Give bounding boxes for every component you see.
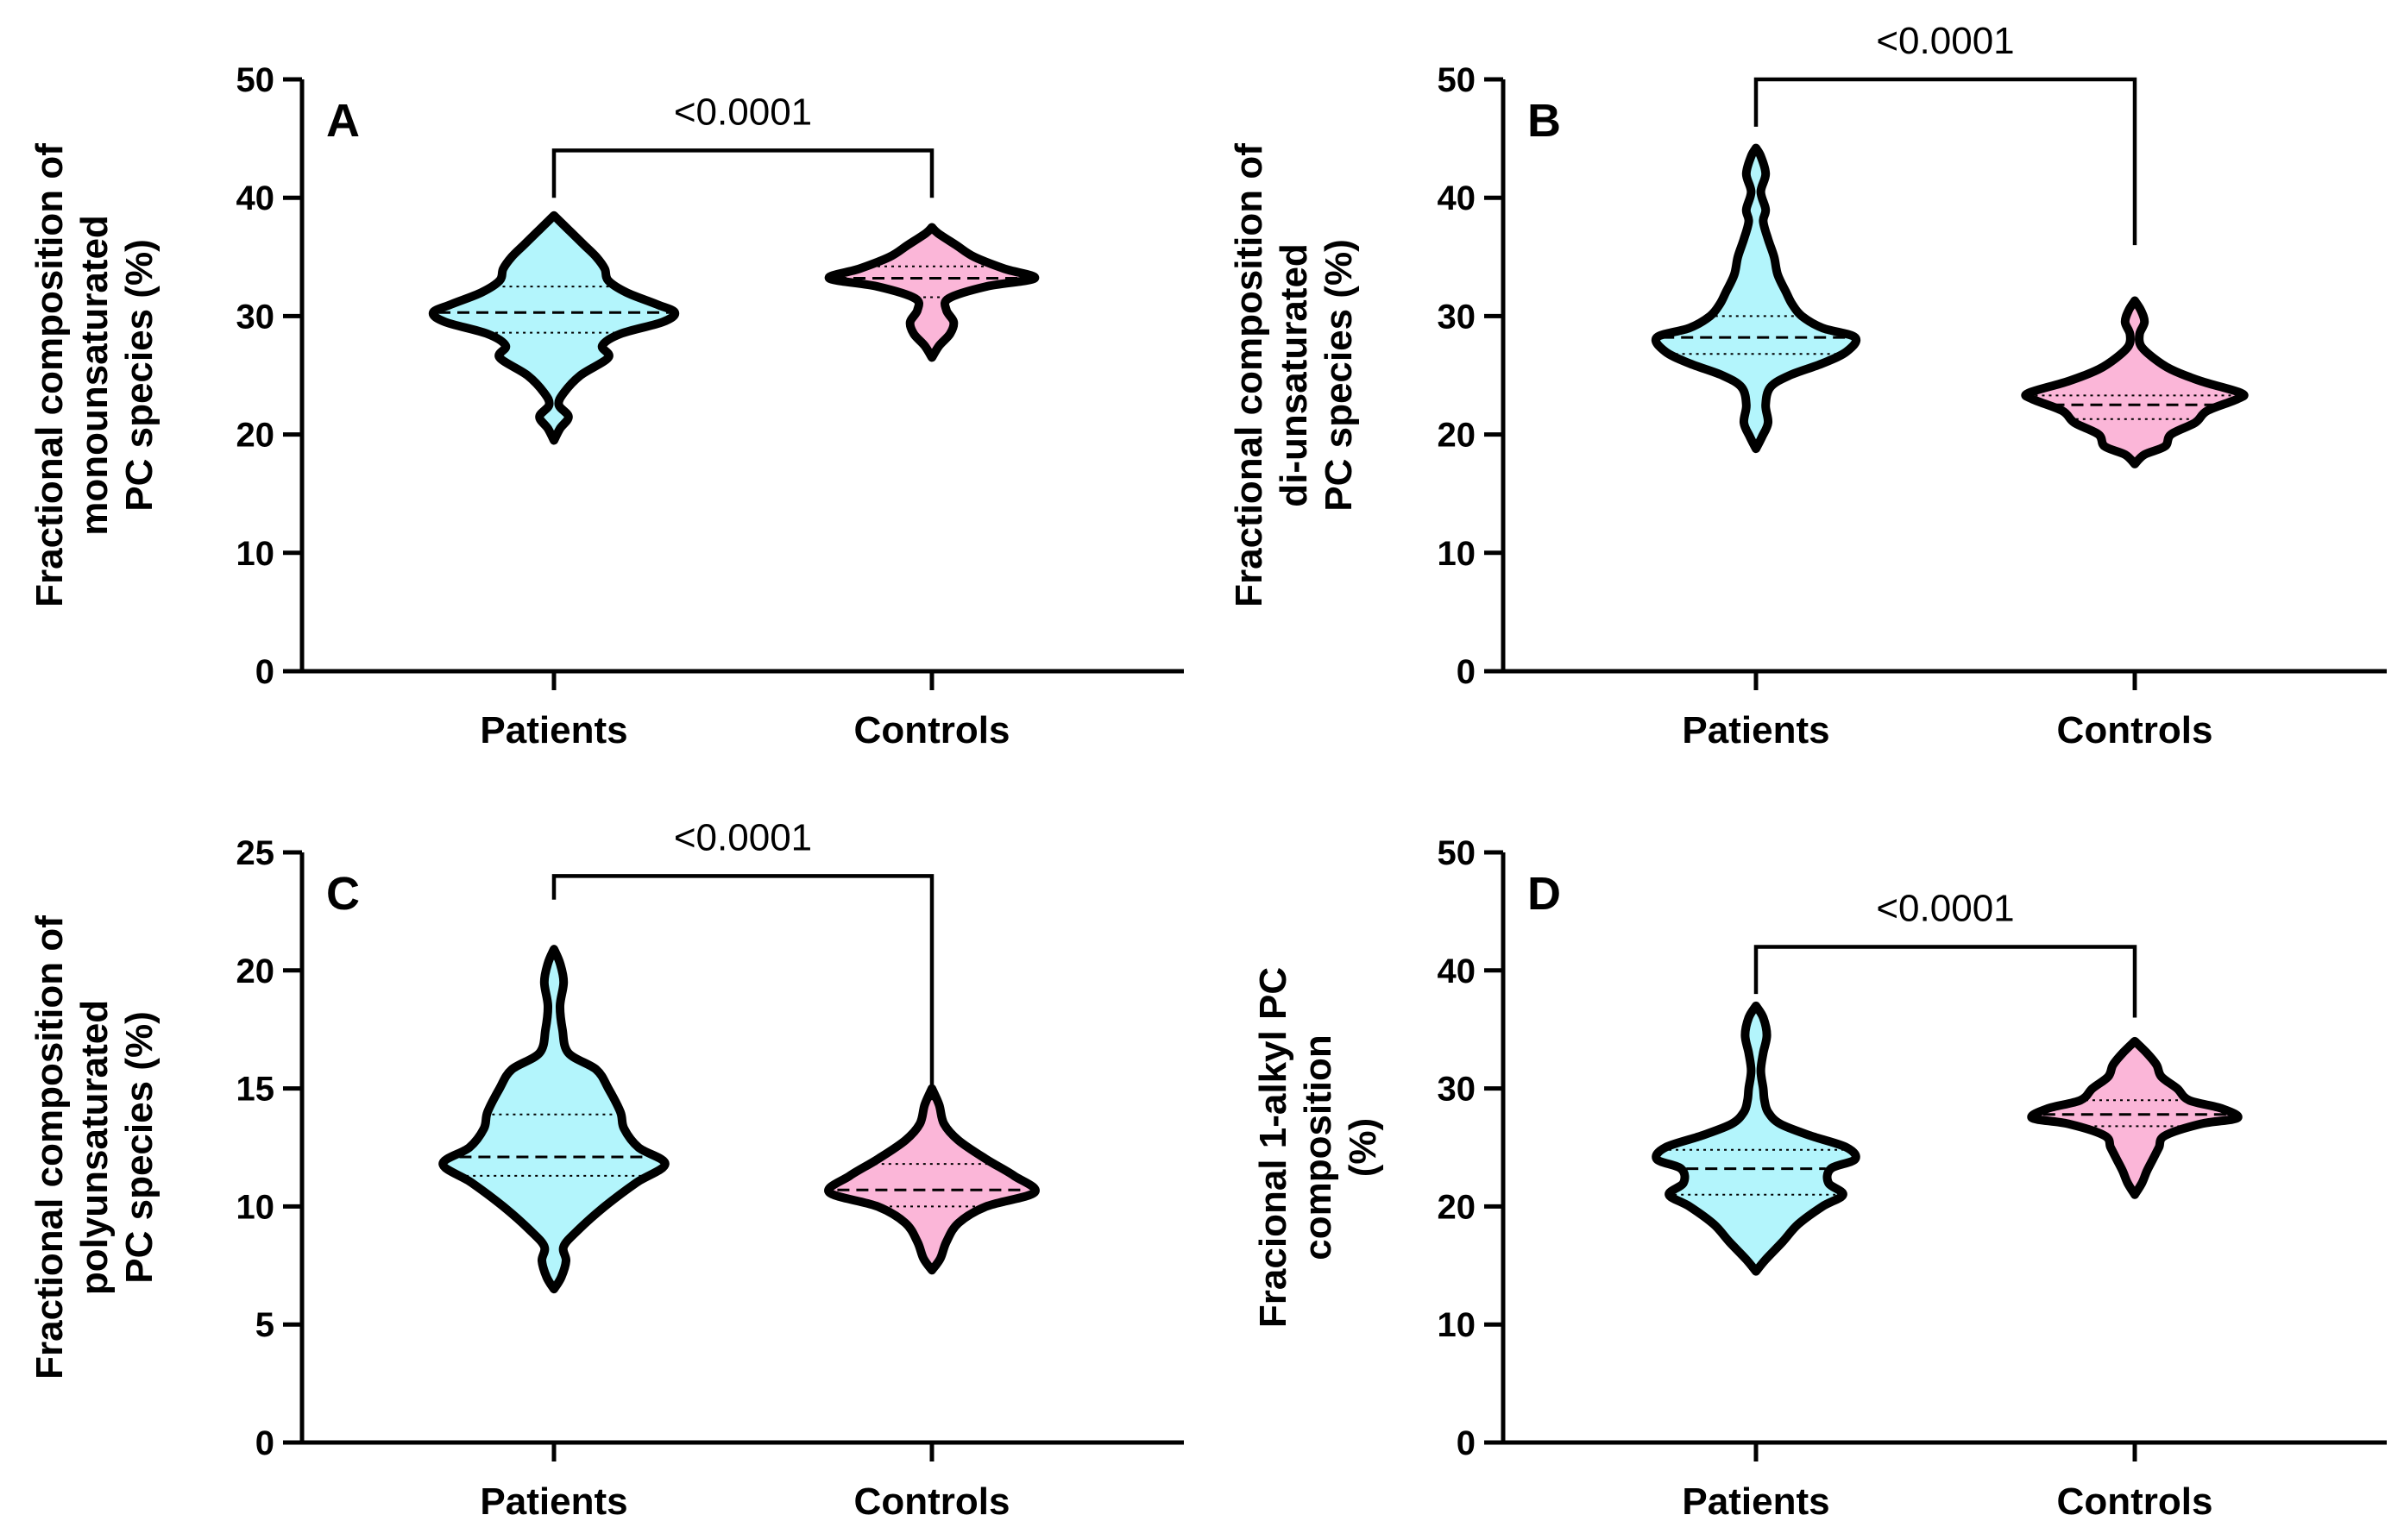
y-tick-label: 0 bbox=[255, 653, 274, 691]
panel-b: 0 10 20 30 40 50 Patients Controls Fractional co… bbox=[1228, 20, 2387, 751]
violin-patients bbox=[438, 945, 670, 1294]
y-axis-label-line: di-unsaturated bbox=[1273, 243, 1315, 507]
violin-patients bbox=[428, 211, 680, 445]
violin-patients bbox=[1652, 1001, 1860, 1276]
p-value-label: <0.0001 bbox=[1876, 20, 2014, 62]
panel-label: C bbox=[326, 868, 360, 920]
x-tick-label-patients: Patients bbox=[1682, 1480, 1829, 1523]
x-tick-label-controls: Controls bbox=[2057, 1480, 2213, 1523]
y-tick-label: 25 bbox=[236, 834, 275, 872]
x-tick-label-patients: Patients bbox=[480, 1480, 627, 1523]
violin-controls bbox=[824, 223, 1040, 362]
y-axis-label-line: Fractional composition of bbox=[1228, 143, 1270, 607]
y-tick-label: 50 bbox=[236, 61, 275, 99]
violin-controls bbox=[2027, 1036, 2243, 1199]
x-tick-label-controls: Controls bbox=[854, 1480, 1010, 1523]
y-tick-label: 5 bbox=[255, 1306, 274, 1344]
p-value-label: <0.0001 bbox=[674, 816, 812, 858]
y-tick-label: 40 bbox=[1438, 179, 1476, 217]
y-axis-label-line: (%) bbox=[1342, 1118, 1384, 1177]
y-tick-label: 10 bbox=[1438, 1306, 1476, 1344]
significance-bracket bbox=[551, 874, 935, 1101]
y-axis-label-line: PC species (%) bbox=[118, 239, 160, 511]
y-tick-label: 10 bbox=[236, 1188, 275, 1226]
y-tick-label: 30 bbox=[236, 298, 275, 336]
violin-patients bbox=[1651, 143, 1861, 454]
y-tick-label: 20 bbox=[1438, 417, 1476, 455]
y-axis-label: Fracional 1-alkyl PCcomposition(%) bbox=[1252, 967, 1384, 1328]
x-tick-label-controls: Controls bbox=[2057, 709, 2213, 751]
violin-controls bbox=[824, 1084, 1040, 1275]
y-tick-label: 0 bbox=[1457, 1424, 1476, 1462]
p-value-label: <0.0001 bbox=[1876, 887, 2014, 929]
y-tick-label: 20 bbox=[236, 952, 275, 990]
y-tick-label: 50 bbox=[1438, 834, 1476, 872]
significance-bracket bbox=[1753, 945, 2137, 1018]
panel-label: D bbox=[1527, 868, 1561, 920]
panel-c: 0 5 10 15 20 25 Patients Controls Fractional com… bbox=[28, 816, 1184, 1523]
y-tick-label: 30 bbox=[1438, 298, 1476, 336]
violin-controls bbox=[2021, 296, 2249, 468]
y-axis-label-line: composition bbox=[1297, 1034, 1339, 1260]
y-axis-label-line: Fractional composition of bbox=[28, 915, 71, 1380]
y-axis-label: Fractional composition ofmonounsaturated… bbox=[28, 143, 160, 607]
significance-bracket bbox=[1753, 77, 2137, 246]
y-tick-label: 0 bbox=[1457, 653, 1476, 691]
y-tick-label: 10 bbox=[1438, 535, 1476, 573]
panel-label: A bbox=[326, 95, 360, 147]
significance-bracket bbox=[551, 148, 935, 198]
y-tick-label: 30 bbox=[1438, 1071, 1476, 1109]
p-value-label: <0.0001 bbox=[674, 91, 812, 133]
y-axis-label-line: Fractional composition of bbox=[28, 143, 71, 607]
y-tick-label: 20 bbox=[236, 417, 275, 455]
y-axis-label-line: monounsaturated bbox=[73, 215, 116, 536]
x-tick-label-controls: Controls bbox=[854, 709, 1010, 751]
y-tick-label: 10 bbox=[236, 535, 275, 573]
y-axis-label: Fractional composition ofpolyunsaturated… bbox=[28, 915, 160, 1380]
y-tick-label: 15 bbox=[236, 1071, 275, 1109]
panel-a: 0 10 20 30 40 50 Patients Controls Fractional co… bbox=[28, 61, 1184, 751]
y-tick-label: 20 bbox=[1438, 1188, 1476, 1226]
y-tick-label: 0 bbox=[255, 1424, 274, 1462]
x-tick-label-patients: Patients bbox=[480, 709, 627, 751]
y-axis-label: Fractional composition ofdi-unsaturatedP… bbox=[1228, 143, 1360, 607]
panel-label: B bbox=[1527, 95, 1561, 147]
y-axis-label-line: polyunsaturated bbox=[73, 1000, 116, 1295]
y-axis-label-line: Fracional 1-alkyl PC bbox=[1252, 967, 1294, 1328]
y-tick-label: 40 bbox=[236, 179, 275, 217]
y-tick-label: 50 bbox=[1438, 61, 1476, 99]
y-axis-label-line: PC species (%) bbox=[1318, 239, 1360, 511]
x-tick-label-patients: Patients bbox=[1682, 709, 1829, 751]
panel-d: 0 10 20 30 40 50 Patients Controls Fracional 1-a… bbox=[1252, 834, 2387, 1523]
y-tick-label: 40 bbox=[1438, 952, 1476, 990]
y-axis-label-line: PC species (%) bbox=[118, 1011, 160, 1283]
